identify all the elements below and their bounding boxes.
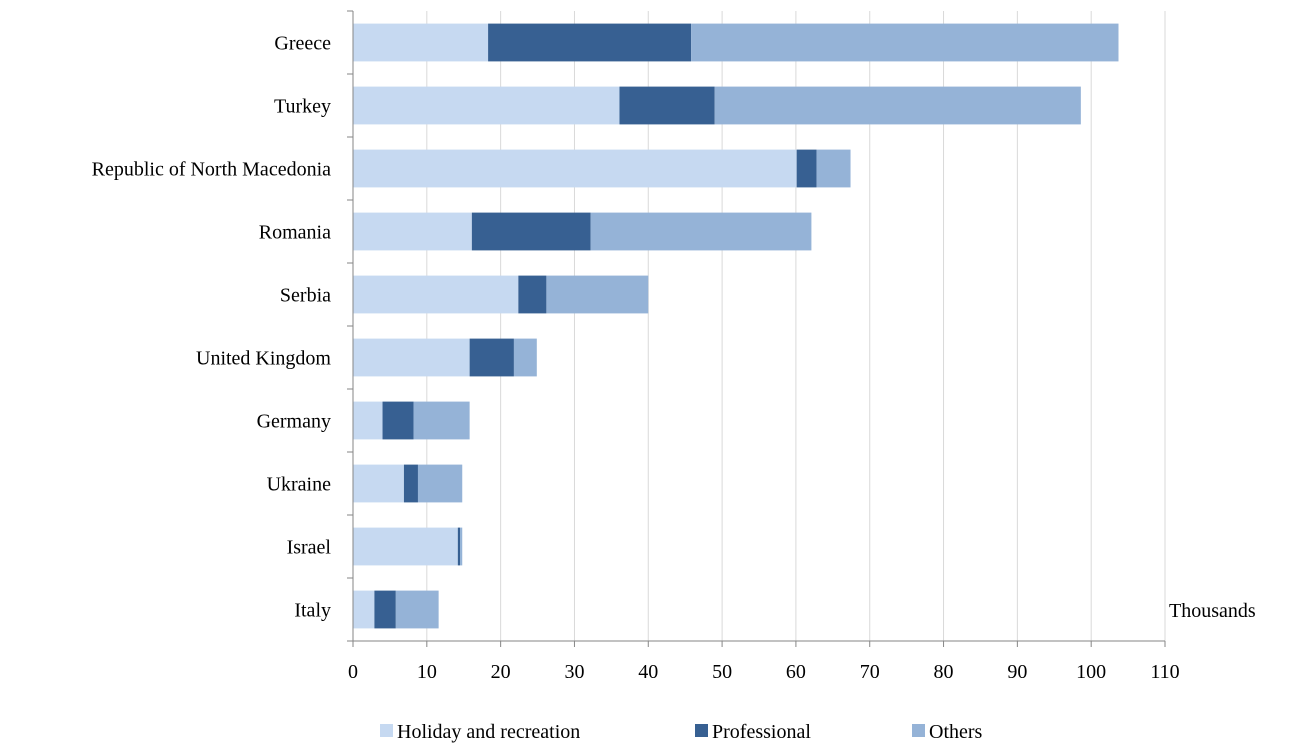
category-label: Serbia [280, 285, 331, 307]
category-label: United Kingdom [196, 348, 331, 370]
category-label: Ukraine [267, 474, 332, 496]
bar-israel-series-0 [353, 527, 458, 566]
bar-turkey-series-1 [619, 86, 715, 125]
bar-republic-of-north-macedonia-series-0 [353, 149, 797, 188]
bar-turkey-series-2 [714, 86, 1081, 125]
x-tick-label: 40 [638, 661, 658, 683]
category-label: Germany [257, 411, 331, 433]
x-tick-label: 20 [491, 661, 511, 683]
bar-italy-series-2 [395, 590, 439, 629]
x-tick-label: 90 [1007, 661, 1027, 683]
category-label: Italy [294, 600, 331, 622]
bar-israel-series-1 [457, 527, 461, 566]
bar-republic-of-north-macedonia-series-2 [816, 149, 851, 188]
legend-swatch [380, 724, 393, 737]
bar-united-kingdom-series-1 [469, 338, 514, 377]
legend-label: Professional [712, 721, 811, 743]
bar-greece-series-2 [691, 23, 1119, 62]
legend-swatch [912, 724, 925, 737]
bar-germany-series-0 [353, 401, 383, 440]
category-label: Republic of North Macedonia [92, 159, 331, 181]
bar-turkey-series-0 [353, 86, 620, 125]
legend-swatch [695, 724, 708, 737]
x-tick-label: 100 [1076, 661, 1106, 683]
bar-ukraine-series-2 [417, 464, 463, 503]
bar-romania-series-0 [353, 212, 472, 251]
bar-romania-series-1 [471, 212, 591, 251]
x-tick-label: 0 [348, 661, 358, 683]
category-label: Romania [259, 222, 331, 244]
x-tick-label: 60 [786, 661, 806, 683]
category-label: Israel [287, 537, 332, 559]
axes [347, 10, 1166, 647]
bar-united-kingdom-series-0 [353, 338, 470, 377]
x-tick-label: 70 [860, 661, 880, 683]
bar-israel-series-2 [460, 527, 463, 566]
x-tick-label: 80 [934, 661, 954, 683]
bar-serbia-series-2 [546, 275, 649, 314]
x-tick-label: 10 [417, 661, 437, 683]
x-tick-label: 110 [1150, 661, 1179, 683]
bar-ukraine-series-1 [403, 464, 418, 503]
bar-republic-of-north-macedonia-series-1 [796, 149, 817, 188]
legend-label: Others [929, 721, 983, 743]
bar-greece-series-1 [488, 23, 692, 62]
legend: Holiday and recreation Professional Others [380, 721, 983, 743]
category-label: Greece [274, 33, 331, 55]
bar-united-kingdom-series-2 [513, 338, 537, 377]
legend-label: Holiday and recreation [397, 721, 580, 743]
bars [353, 23, 1119, 629]
x-tick-label: 50 [712, 661, 732, 683]
bar-germany-series-2 [413, 401, 470, 440]
bar-germany-series-1 [382, 401, 414, 440]
category-labels: Greece Turkey Republic of North Macedonia R… [92, 33, 332, 622]
bar-romania-series-2 [590, 212, 812, 251]
bar-serbia-series-1 [518, 275, 547, 314]
x-unit-label: Thousands [1169, 600, 1256, 622]
bar-serbia-series-0 [353, 275, 519, 314]
bar-ukraine-series-0 [353, 464, 404, 503]
x-tick-labels: 0 10 20 30 40 50 60 70 80 90 100 110 [348, 661, 1180, 683]
category-label: Turkey [274, 96, 331, 118]
bar-greece-series-0 [353, 23, 489, 62]
bar-italy-series-0 [353, 590, 375, 629]
bar-italy-series-1 [374, 590, 396, 629]
x-tick-label: 30 [564, 661, 584, 683]
